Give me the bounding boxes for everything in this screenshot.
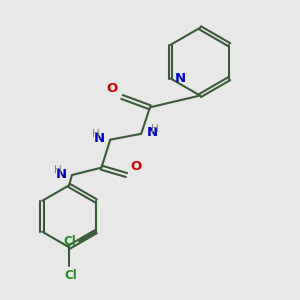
Text: N: N [94,132,105,145]
Text: H: H [151,124,158,134]
Text: N: N [174,72,185,85]
Text: H: H [92,129,100,140]
Text: Cl: Cl [63,235,76,248]
Text: O: O [131,160,142,173]
Text: N: N [146,126,158,140]
Text: N: N [56,168,67,181]
Text: Cl: Cl [64,269,77,282]
Text: O: O [106,82,118,94]
Text: H: H [54,165,62,175]
